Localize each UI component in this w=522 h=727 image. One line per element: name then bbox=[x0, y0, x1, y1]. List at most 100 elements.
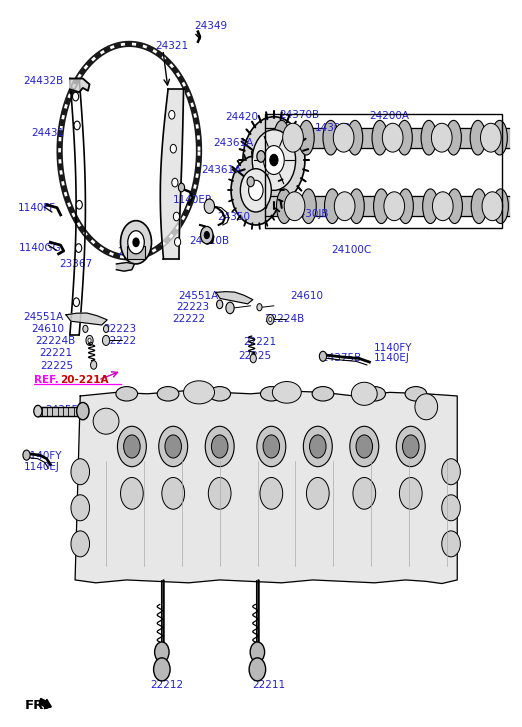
Circle shape bbox=[334, 192, 355, 221]
Circle shape bbox=[133, 238, 139, 246]
Text: 24431: 24431 bbox=[31, 128, 64, 137]
Bar bbox=[265, 114, 502, 228]
Circle shape bbox=[83, 325, 88, 332]
Ellipse shape bbox=[260, 387, 282, 401]
Circle shape bbox=[179, 183, 185, 192]
Ellipse shape bbox=[397, 121, 412, 155]
Circle shape bbox=[205, 426, 234, 467]
Ellipse shape bbox=[364, 387, 385, 401]
Text: 24610: 24610 bbox=[290, 291, 323, 301]
Ellipse shape bbox=[312, 387, 334, 401]
Circle shape bbox=[124, 435, 140, 458]
Text: 24370B: 24370B bbox=[279, 110, 319, 120]
Circle shape bbox=[165, 435, 182, 458]
Ellipse shape bbox=[116, 387, 138, 401]
Circle shape bbox=[306, 478, 329, 509]
Circle shape bbox=[102, 335, 110, 345]
Circle shape bbox=[74, 121, 80, 129]
Circle shape bbox=[283, 124, 303, 152]
Text: 22221: 22221 bbox=[39, 348, 72, 358]
Ellipse shape bbox=[470, 121, 485, 155]
Circle shape bbox=[257, 150, 265, 162]
Circle shape bbox=[250, 642, 265, 662]
Ellipse shape bbox=[398, 189, 413, 223]
Text: 22225: 22225 bbox=[40, 361, 73, 371]
Text: 22212: 22212 bbox=[150, 680, 183, 689]
Ellipse shape bbox=[157, 387, 179, 401]
Ellipse shape bbox=[184, 381, 215, 404]
Text: 22223: 22223 bbox=[176, 302, 209, 312]
Circle shape bbox=[269, 317, 272, 321]
Circle shape bbox=[73, 298, 79, 307]
Circle shape bbox=[250, 354, 256, 363]
Circle shape bbox=[382, 124, 403, 152]
Circle shape bbox=[247, 177, 254, 187]
FancyArrow shape bbox=[39, 699, 51, 709]
Text: 24355: 24355 bbox=[45, 406, 78, 415]
Text: 22223: 22223 bbox=[103, 324, 137, 334]
Ellipse shape bbox=[372, 121, 387, 155]
Text: REF.: REF. bbox=[34, 375, 58, 385]
Text: 1140FY: 1140FY bbox=[23, 451, 62, 461]
Circle shape bbox=[91, 361, 97, 369]
Ellipse shape bbox=[347, 121, 363, 155]
Circle shape bbox=[249, 658, 266, 681]
Bar bbox=[127, 246, 145, 259]
Circle shape bbox=[208, 478, 231, 509]
Circle shape bbox=[303, 426, 333, 467]
Circle shape bbox=[170, 145, 176, 153]
Text: 23367: 23367 bbox=[60, 259, 93, 269]
Ellipse shape bbox=[421, 121, 436, 155]
Circle shape bbox=[34, 406, 42, 417]
Circle shape bbox=[231, 156, 281, 225]
Ellipse shape bbox=[93, 409, 119, 434]
Circle shape bbox=[442, 495, 460, 521]
Circle shape bbox=[243, 117, 305, 204]
Circle shape bbox=[73, 92, 79, 101]
Circle shape bbox=[252, 129, 295, 190]
Ellipse shape bbox=[447, 189, 462, 223]
Ellipse shape bbox=[323, 121, 338, 155]
Circle shape bbox=[396, 426, 425, 467]
Circle shape bbox=[384, 192, 405, 221]
Ellipse shape bbox=[272, 382, 301, 403]
Ellipse shape bbox=[299, 121, 314, 155]
Circle shape bbox=[442, 459, 460, 485]
Circle shape bbox=[270, 154, 278, 166]
Text: 24551A: 24551A bbox=[179, 291, 219, 301]
Circle shape bbox=[257, 426, 286, 467]
Circle shape bbox=[482, 192, 503, 221]
Circle shape bbox=[442, 531, 460, 557]
Circle shape bbox=[353, 478, 376, 509]
Text: 22225: 22225 bbox=[238, 351, 271, 361]
Ellipse shape bbox=[446, 121, 461, 155]
Text: 24349: 24349 bbox=[194, 21, 227, 31]
Circle shape bbox=[121, 221, 151, 264]
Circle shape bbox=[284, 192, 305, 221]
Circle shape bbox=[173, 212, 180, 221]
Ellipse shape bbox=[351, 382, 377, 406]
Circle shape bbox=[240, 169, 271, 212]
Text: 24200A: 24200A bbox=[370, 111, 409, 121]
Circle shape bbox=[169, 111, 175, 119]
Circle shape bbox=[172, 178, 178, 187]
Text: 24410B: 24410B bbox=[189, 236, 230, 246]
Text: 24375B: 24375B bbox=[322, 353, 362, 363]
Circle shape bbox=[402, 435, 419, 458]
Ellipse shape bbox=[492, 121, 507, 155]
Circle shape bbox=[217, 300, 223, 309]
Circle shape bbox=[480, 124, 501, 152]
Circle shape bbox=[319, 351, 327, 361]
Text: FR.: FR. bbox=[25, 699, 49, 712]
Text: 22224B: 22224B bbox=[264, 314, 304, 324]
Circle shape bbox=[23, 450, 30, 460]
Circle shape bbox=[264, 145, 284, 174]
Circle shape bbox=[350, 426, 379, 467]
Text: 1140EJ: 1140EJ bbox=[374, 353, 409, 364]
Circle shape bbox=[431, 124, 452, 152]
Text: 24551A: 24551A bbox=[23, 312, 64, 321]
Text: 1430JB: 1430JB bbox=[315, 124, 351, 133]
Ellipse shape bbox=[349, 189, 364, 223]
Ellipse shape bbox=[301, 189, 316, 223]
Polygon shape bbox=[66, 313, 107, 325]
